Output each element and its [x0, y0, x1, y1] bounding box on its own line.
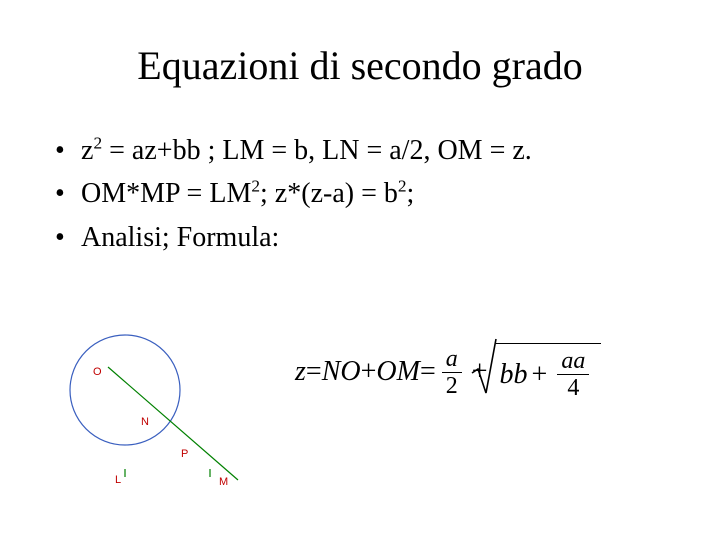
radical-icon [470, 337, 498, 399]
sup: 2 [93, 134, 102, 153]
diagram-line-om [108, 367, 238, 480]
bullet-2-text: OM*MP = LM2; z*(z-a) = b2; [81, 172, 414, 215]
text: OM*MP = LM [81, 178, 251, 209]
formula-eq: = [306, 356, 322, 388]
geometry-diagram: O N P L M [55, 325, 255, 505]
frac-num: aa [557, 348, 589, 375]
diagram-circle [70, 335, 180, 445]
lower-region: O N P L M z = NO + OM = a 2 + bb + aa 4 [55, 325, 675, 505]
label-L: L [115, 474, 121, 486]
fraction-a-over-2: a 2 [442, 346, 462, 400]
bullet-1-text: z2 = az+bb ; LM = b, LN = a/2, OM = z. [81, 129, 532, 172]
bullet-3-text: Analisi; Formula: [81, 216, 279, 259]
formula-eq2: = [420, 356, 436, 388]
label-O: O [93, 366, 102, 378]
bullet-dot: • [55, 216, 81, 259]
bullet-2: • OM*MP = LM2; z*(z-a) = b2; [55, 172, 720, 215]
text: ; z*(z-a) = b [260, 178, 398, 209]
sup: 2 [398, 177, 407, 196]
fraction-aa-over-4: aa 4 [557, 348, 589, 402]
formula-NO: NO [322, 356, 361, 388]
bullet-3: • Analisi; Formula: [55, 216, 720, 259]
label-P: P [181, 448, 188, 460]
label-N: N [141, 416, 149, 428]
bullet-list: • z2 = az+bb ; LM = b, LN = a/2, OM = z.… [55, 129, 720, 259]
bullet-dot: • [55, 129, 81, 172]
formula: z = NO + OM = a 2 + bb + aa 4 [295, 343, 601, 402]
label-M: M [219, 476, 228, 488]
frac-den: 2 [442, 373, 462, 399]
sup: 2 [251, 177, 260, 196]
frac-num: a [442, 346, 462, 373]
root-plus: + [532, 359, 548, 391]
formula-z: z [295, 356, 306, 388]
text: = az+bb ; LM = b, LN = a/2, OM = z. [102, 135, 532, 166]
root-bb: bb [500, 359, 528, 391]
formula-OM: OM [376, 356, 420, 388]
slide-title: Equazioni di secondo grado [0, 0, 720, 89]
text: ; [407, 178, 415, 209]
radicand: bb + aa 4 [496, 343, 602, 402]
bullet-dot: • [55, 172, 81, 215]
square-root: bb + aa 4 [496, 343, 602, 402]
formula-plus: + [361, 356, 377, 388]
frac-den: 4 [563, 375, 583, 401]
bullet-1: • z2 = az+bb ; LM = b, LN = a/2, OM = z. [55, 129, 720, 172]
text: z [81, 135, 93, 166]
